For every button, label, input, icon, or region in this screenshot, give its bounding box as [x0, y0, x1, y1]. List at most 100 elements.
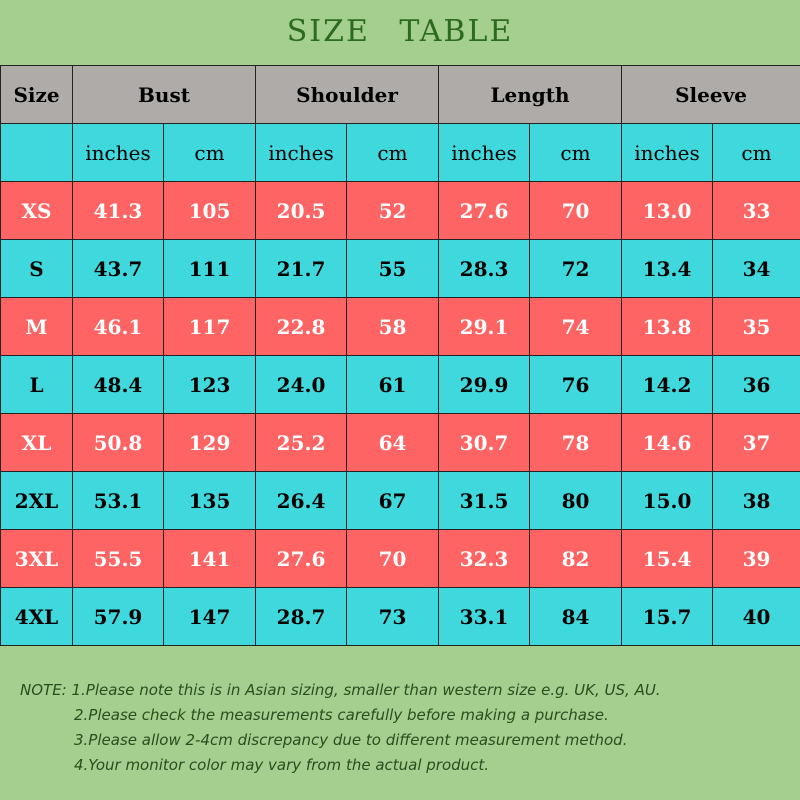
length-inches-cell: 29.1	[438, 297, 531, 356]
note-1: NOTE: 1.Please note this is in Asian siz…	[20, 681, 661, 699]
shoulder-inches-cell: 24.0	[255, 355, 348, 414]
page-title: SIZE TABLE	[286, 14, 514, 49]
length-cm-cell: 74	[529, 297, 623, 356]
size-cell: XS	[0, 181, 73, 240]
bust-inches-cell: 50.8	[72, 413, 164, 472]
length-cm-cell: 70	[529, 181, 623, 240]
table-row: 3XL 55.5 141 27.6 70 32.3 82 15.4 39	[0, 529, 800, 588]
table-row: XL 50.8 129 25.2 64 30.7 78 14.6 37	[0, 413, 800, 472]
sleeve-inches-cell: 14.6	[621, 413, 714, 472]
shoulder-cm-cell: 73	[346, 587, 440, 646]
sleeve-inches-cell: 13.4	[621, 239, 714, 298]
bust-cm-cell: 117	[162, 297, 257, 356]
unit-cm: cm	[712, 123, 800, 182]
shoulder-cm-cell: 70	[346, 529, 440, 588]
unit-inches: inches	[621, 123, 714, 182]
shoulder-inches-cell: 20.5	[255, 181, 348, 240]
header-sleeve: Sleeve	[621, 65, 800, 124]
bust-inches-cell: 53.1	[72, 471, 164, 530]
shoulder-inches-cell: 22.8	[255, 297, 348, 356]
header-row: Size Bust Shoulder Length Sleeve	[0, 65, 800, 124]
bust-inches-cell: 57.9	[72, 587, 164, 646]
shoulder-cm-cell: 61	[346, 355, 440, 414]
shoulder-inches-cell: 21.7	[255, 239, 348, 298]
shoulder-cm-cell: 55	[346, 239, 440, 298]
length-cm-cell: 84	[529, 587, 623, 646]
size-cell: 3XL	[0, 529, 73, 588]
header-bust: Bust	[71, 65, 257, 124]
unit-cm: cm	[162, 123, 257, 182]
header-shoulder: Shoulder	[255, 65, 440, 124]
sleeve-cm-cell: 39	[712, 529, 800, 588]
table-row: L 48.4 123 24.0 61 29.9 76 14.2 36	[0, 355, 800, 414]
bust-inches-cell: 43.7	[72, 239, 164, 298]
shoulder-cm-cell: 67	[346, 471, 440, 530]
sleeve-cm-cell: 36	[712, 355, 800, 414]
unit-inches: inches	[438, 123, 531, 182]
sleeve-cm-cell: 35	[712, 297, 800, 356]
length-cm-cell: 82	[529, 529, 623, 588]
length-cm-cell: 76	[529, 355, 623, 414]
bust-cm-cell: 141	[162, 529, 257, 588]
shoulder-inches-cell: 25.2	[255, 413, 348, 472]
bust-cm-cell: 123	[162, 355, 257, 414]
note-2: 2.Please check the measurements carefull…	[74, 706, 609, 724]
length-inches-cell: 27.6	[438, 181, 531, 240]
table-row: M 46.1 117 22.8 58 29.1 74 13.8 35	[0, 297, 800, 356]
sleeve-inches-cell: 13.0	[621, 181, 714, 240]
length-inches-cell: 32.3	[438, 529, 531, 588]
bust-inches-cell: 48.4	[72, 355, 164, 414]
size-cell: L	[0, 355, 73, 414]
unit-cm: cm	[529, 123, 623, 182]
notes-block: NOTE: 1.Please note this is in Asian siz…	[20, 678, 790, 778]
length-inches-cell: 33.1	[438, 587, 531, 646]
note-3: 3.Please allow 2-4cm discrepancy due to …	[74, 731, 628, 749]
note-4: 4.Your monitor color may vary from the a…	[74, 756, 490, 774]
header-length: Length	[438, 65, 623, 124]
size-cell: 2XL	[0, 471, 73, 530]
bust-cm-cell: 111	[162, 239, 257, 298]
sleeve-inches-cell: 15.0	[621, 471, 714, 530]
units-row: inches cm inches cm inches cm inches cm	[0, 123, 800, 182]
length-cm-cell: 72	[529, 239, 623, 298]
sleeve-cm-cell: 37	[712, 413, 800, 472]
sleeve-inches-cell: 15.7	[621, 587, 714, 646]
bust-inches-cell: 55.5	[72, 529, 164, 588]
shoulder-cm-cell: 64	[346, 413, 440, 472]
unit-cm: cm	[346, 123, 440, 182]
unit-inches: inches	[255, 123, 348, 182]
length-cm-cell: 80	[529, 471, 623, 530]
table-row: 2XL 53.1 135 26.4 67 31.5 80 15.0 38	[0, 471, 800, 530]
size-cell: M	[0, 297, 73, 356]
header-size: Size	[0, 65, 73, 124]
bust-inches-cell: 41.3	[72, 181, 164, 240]
table-row: XS 41.3 105 20.5 52 27.6 70 13.0 33	[0, 181, 800, 240]
sleeve-inches-cell: 14.2	[621, 355, 714, 414]
sleeve-cm-cell: 38	[712, 471, 800, 530]
sleeve-cm-cell: 40	[712, 587, 800, 646]
bust-cm-cell: 147	[162, 587, 257, 646]
length-inches-cell: 29.9	[438, 355, 531, 414]
sleeve-cm-cell: 34	[712, 239, 800, 298]
size-cell: S	[0, 239, 73, 298]
sleeve-inches-cell: 15.4	[621, 529, 714, 588]
bust-cm-cell: 105	[162, 181, 257, 240]
table-row: 4XL 57.9 147 28.7 73 33.1 84 15.7 40	[0, 587, 800, 646]
bust-inches-cell: 46.1	[72, 297, 164, 356]
unit-inches: inches	[72, 123, 164, 182]
size-table: Size Bust Shoulder Length Sleeve inches …	[0, 65, 800, 646]
sleeve-inches-cell: 13.8	[621, 297, 714, 356]
units-empty-cell	[0, 123, 73, 182]
shoulder-cm-cell: 52	[346, 181, 440, 240]
shoulder-inches-cell: 27.6	[255, 529, 348, 588]
shoulder-cm-cell: 58	[346, 297, 440, 356]
length-inches-cell: 30.7	[438, 413, 531, 472]
length-inches-cell: 31.5	[438, 471, 531, 530]
sleeve-cm-cell: 33	[712, 181, 800, 240]
length-cm-cell: 78	[529, 413, 623, 472]
table-row: S 43.7 111 21.7 55 28.3 72 13.4 34	[0, 239, 800, 298]
bust-cm-cell: 129	[162, 413, 257, 472]
bust-cm-cell: 135	[162, 471, 257, 530]
shoulder-inches-cell: 28.7	[255, 587, 348, 646]
shoulder-inches-cell: 26.4	[255, 471, 348, 530]
